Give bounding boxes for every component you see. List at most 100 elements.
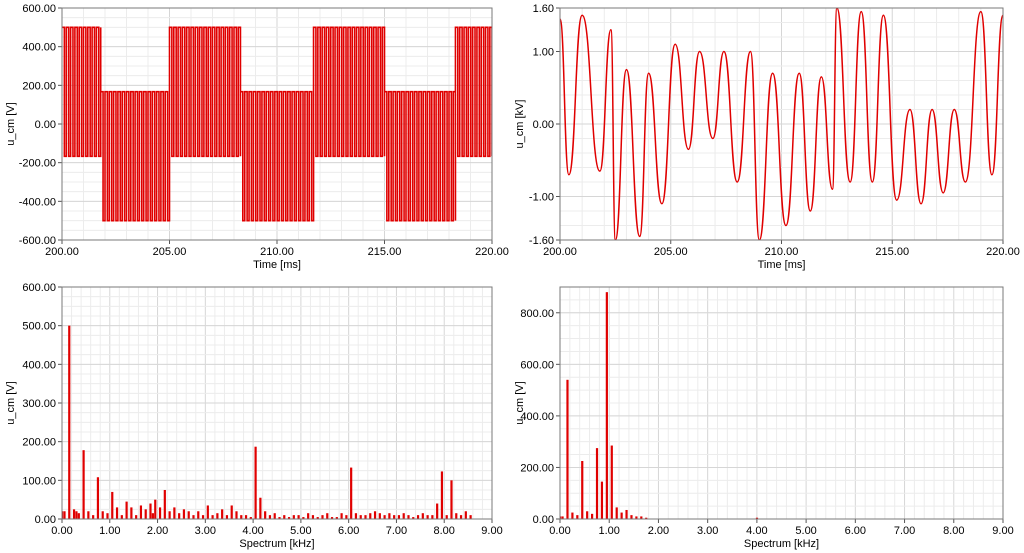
y-tick-label: 200.00 [22,437,56,449]
y-tick-label: 0.00 [35,514,56,526]
spectrum-bar [149,503,152,519]
spectrum-bar [445,515,448,519]
plot-frame [559,7,1004,241]
x-tick-label: 205.00 [654,246,688,258]
spectrum-bar [264,511,267,519]
x-tick-label: 6.00 [338,525,359,537]
spectrum-bar [292,515,295,519]
y-tick-label: 600.00 [520,359,554,371]
chart-top-left: 200.00 205.00 210.00 215.00 220.00 -600.00 -40… [5,3,509,271]
y-axis-title: u_cm [V] [5,102,17,145]
data-layer [560,292,759,519]
spectrum-bar [192,515,195,519]
y-axis-title: u_cm [V] [5,381,17,424]
spectrum-bar [755,517,759,519]
spectrum-bar [635,516,638,519]
x-tick-label: 200.00 [45,246,79,258]
x-axis-title: Time [ms] [253,259,301,271]
plot-frame [61,7,493,241]
spectrum-bar [615,507,618,519]
x-tick-label: 220.00 [986,246,1020,258]
spectrum-bar [283,515,286,519]
x-axis-title: Time [ms] [758,259,806,271]
spectrum-bar [369,513,372,519]
x-axis-title: Spectrum [kHz] [239,538,314,550]
y-tick-label: -200.00 [19,158,56,170]
y-tick-label: 400.00 [22,359,56,371]
spectrum-bar [464,511,467,519]
spectrum-bar [455,513,458,519]
spectrum-bar [436,503,439,519]
spectrum-bar [77,513,80,519]
x-tick-label: 9.00 [992,525,1013,537]
spectrum-bar [321,515,324,519]
spectrum-bar [645,517,648,519]
x-tick-label: 4.00 [242,525,263,537]
spectrum-bar [139,505,143,519]
y-tick-label: 200.00 [22,80,56,92]
x-tick-label: 9.00 [481,525,502,537]
spectrum-bar [586,511,589,519]
spectrum-bar [182,509,186,519]
spectrum-bar [345,515,348,519]
spectrum-bar [168,511,171,519]
spectrum-bar [610,445,613,519]
spectrum-bar [254,446,257,519]
spectrum-bar [125,501,128,519]
spectrum-bar [72,509,76,519]
grid [559,286,1004,520]
x-tick-label: 220.00 [475,246,509,258]
spectrum-bar [440,471,444,519]
y-tick-label: 1.00 [533,47,554,59]
y-tick-label: 100.00 [22,475,56,487]
x-tick-label: 6.00 [845,525,866,537]
x-tick-label: 0.00 [549,525,570,537]
spectrum-bar [625,509,628,519]
spectrum-bar [469,515,472,519]
spectrum-bar [178,513,181,519]
chart-bottom-left: 0.00 1.00 2.00 3.00 4.00 5.00 6.00 7.00 8.00 9.00… [5,282,503,550]
spectrum-bar [307,513,310,519]
chart-top-right: 200.00 205.00 210.00 215.00 220.00 -1.60 -1.00… [514,3,1020,271]
spectrum-bar [416,515,420,519]
x-tick-label: 3.00 [195,525,216,537]
spectrum-bar [581,461,584,519]
x-tick-label: 3.00 [697,525,718,537]
y-tick-label: 500.00 [22,321,56,333]
spectrum-bar [120,515,123,519]
spectrum-bar [75,511,78,519]
y-tick-label: 800.00 [520,308,554,320]
spectrum-bar [630,515,633,519]
plot-frame [61,286,493,520]
y-tick-label: 300.00 [22,398,56,410]
y-tick-label: 600.00 [22,282,56,294]
y-tick-label: 0.00 [35,119,56,131]
spectrum-bar [326,513,329,519]
x-tick-label: 2.00 [147,525,168,537]
spectrum-bar [605,292,608,519]
spectrum-bar [311,515,315,519]
spectrum-bar [273,513,276,519]
spectrum-bar [431,515,434,519]
spectrum-bar [383,515,386,519]
x-axis-title: Spectrum [kHz] [744,538,819,550]
spectrum-bar [421,513,424,519]
spectrum-bar [240,515,243,519]
y-tick-label: -1.00 [529,192,554,204]
y-tick-label: -600.00 [19,235,56,247]
data-layer [560,8,1003,240]
spectrum-bar [268,515,272,519]
x-tick-label: 215.00 [368,246,402,258]
spectrum-bar [278,517,281,519]
x-tick-label: 210.00 [765,246,799,258]
x-tick-label: 200.00 [543,246,577,258]
x-tick-label: 0.00 [51,525,72,537]
spectrum-bar [561,516,564,519]
y-axis-title: u_cm [V] [514,381,526,424]
spectrum-bar [115,507,119,519]
spectrum-bar [63,511,66,519]
spectrum-bar [330,517,334,519]
spectrum-bar [211,515,214,519]
grid [559,7,1004,241]
spectrum-bar [287,517,291,519]
